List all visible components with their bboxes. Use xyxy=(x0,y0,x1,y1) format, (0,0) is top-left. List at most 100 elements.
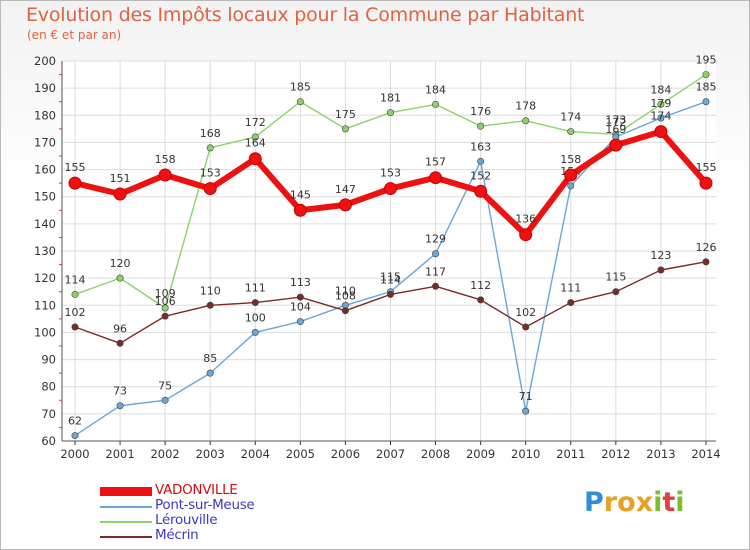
data-point-pont-sur-meuse xyxy=(657,114,665,122)
data-point-m-crin xyxy=(657,266,665,274)
legend-swatch xyxy=(100,487,152,496)
data-point-vadonville xyxy=(248,152,262,166)
data-label-l-rouville: 178 xyxy=(515,100,536,113)
data-label-vadonville: 155 xyxy=(695,161,716,174)
data-point-vadonville xyxy=(519,228,533,242)
y-tick-label: 170 xyxy=(34,135,56,149)
legend-label: Mécrin xyxy=(155,527,199,543)
x-tick-label: 2006 xyxy=(331,447,360,461)
data-point-l-rouville xyxy=(386,109,394,117)
data-point-m-crin xyxy=(206,301,214,309)
data-label-vadonville: 145 xyxy=(290,188,311,201)
data-label-m-crin: 111 xyxy=(560,282,581,295)
data-point-pont-sur-meuse xyxy=(116,402,124,410)
data-label-vadonville: 136 xyxy=(515,213,536,226)
data-point-l-rouville xyxy=(432,100,440,108)
data-label-vadonville: 147 xyxy=(335,183,356,196)
logo-letter: P xyxy=(584,487,604,518)
data-label-vadonville: 169 xyxy=(605,123,626,136)
x-tick-label: 2013 xyxy=(646,447,675,461)
x-tick-label: 2009 xyxy=(466,447,495,461)
x-tick-label: 2011 xyxy=(556,447,585,461)
data-label-m-crin: 111 xyxy=(245,282,266,295)
data-point-m-crin xyxy=(341,307,349,315)
data-point-m-crin xyxy=(477,296,485,304)
logo-letter: i xyxy=(653,487,663,518)
y-tick-label: 180 xyxy=(34,108,56,122)
data-point-vadonville xyxy=(338,198,352,212)
data-point-pont-sur-meuse xyxy=(71,432,79,440)
y-tick-label: 150 xyxy=(34,190,56,204)
data-label-l-rouville: 109 xyxy=(155,287,176,300)
data-point-m-crin xyxy=(161,312,169,320)
data-point-m-crin xyxy=(386,290,394,298)
data-point-pont-sur-meuse xyxy=(702,98,710,106)
data-point-vadonville xyxy=(68,176,82,190)
data-label-pont-sur-meuse: 110 xyxy=(335,284,356,297)
data-label-m-crin: 110 xyxy=(200,284,221,297)
logo-letter: t xyxy=(662,487,676,518)
y-tick-label: 120 xyxy=(34,271,56,285)
data-label-pont-sur-meuse: 129 xyxy=(425,233,446,246)
data-point-m-crin xyxy=(432,282,440,290)
data-label-vadonville: 153 xyxy=(200,167,221,180)
data-point-pont-sur-meuse xyxy=(206,369,214,377)
data-point-l-rouville xyxy=(341,125,349,133)
data-point-vadonville xyxy=(383,182,397,196)
data-point-l-rouville xyxy=(161,304,169,312)
data-label-m-crin: 123 xyxy=(650,249,671,262)
data-point-m-crin xyxy=(567,299,575,307)
chart-subtitle: (en € et par an) xyxy=(27,28,122,42)
data-label-m-crin: 117 xyxy=(425,265,446,278)
data-point-vadonville xyxy=(699,176,713,190)
y-tick-label: 200 xyxy=(34,54,56,68)
legend-label: Lérouville xyxy=(155,512,218,528)
data-point-m-crin xyxy=(612,288,620,296)
y-tick-label: 90 xyxy=(41,353,56,367)
data-point-pont-sur-meuse xyxy=(522,407,530,415)
data-label-pont-sur-meuse: 71 xyxy=(519,390,533,403)
data-point-l-rouville xyxy=(116,274,124,282)
legend-swatch xyxy=(100,506,152,508)
data-label-pont-sur-meuse: 172 xyxy=(605,116,626,129)
data-label-pont-sur-meuse: 185 xyxy=(695,81,716,94)
data-label-l-rouville: 173 xyxy=(605,113,626,126)
logo-letter: x xyxy=(635,487,654,518)
data-point-l-rouville xyxy=(296,98,304,106)
data-point-l-rouville xyxy=(522,117,530,125)
data-label-m-crin: 102 xyxy=(515,306,536,319)
data-point-l-rouville xyxy=(657,100,665,108)
data-label-vadonville: 152 xyxy=(470,169,491,182)
y-tick-label: 190 xyxy=(34,81,56,95)
x-tick-label: 2004 xyxy=(241,447,270,461)
data-point-pont-sur-meuse xyxy=(432,250,440,258)
data-label-m-crin: 114 xyxy=(380,273,401,286)
data-point-vadonville xyxy=(203,182,217,196)
data-label-l-rouville: 172 xyxy=(245,116,266,129)
legend-label: VADONVILLE xyxy=(155,482,238,498)
data-point-l-rouville xyxy=(71,290,79,298)
data-label-m-crin: 108 xyxy=(335,290,356,303)
logo-letter: i xyxy=(675,487,685,518)
data-point-vadonville xyxy=(654,125,668,139)
chart-title: Evolution des Impôts locaux pour la Comm… xyxy=(26,4,585,26)
data-label-pont-sur-meuse: 100 xyxy=(245,311,266,324)
data-label-l-rouville: 185 xyxy=(290,81,311,94)
data-label-vadonville: 157 xyxy=(425,156,446,169)
y-tick-label: 100 xyxy=(34,325,56,339)
data-label-m-crin: 106 xyxy=(155,295,176,308)
logo-letter: o xyxy=(617,487,636,518)
data-point-pont-sur-meuse xyxy=(567,182,575,190)
data-label-l-rouville: 120 xyxy=(110,257,131,270)
data-label-pont-sur-meuse: 163 xyxy=(470,140,491,153)
x-tick-label: 2014 xyxy=(691,447,720,461)
data-point-m-crin xyxy=(522,323,530,331)
x-tick-label: 2000 xyxy=(60,447,89,461)
data-point-vadonville xyxy=(158,168,172,182)
legend-swatch xyxy=(100,536,152,538)
data-label-pont-sur-meuse: 115 xyxy=(380,271,401,284)
data-label-vadonville: 153 xyxy=(380,167,401,180)
y-tick-label: 60 xyxy=(41,434,56,448)
data-label-l-rouville: 176 xyxy=(470,105,491,118)
